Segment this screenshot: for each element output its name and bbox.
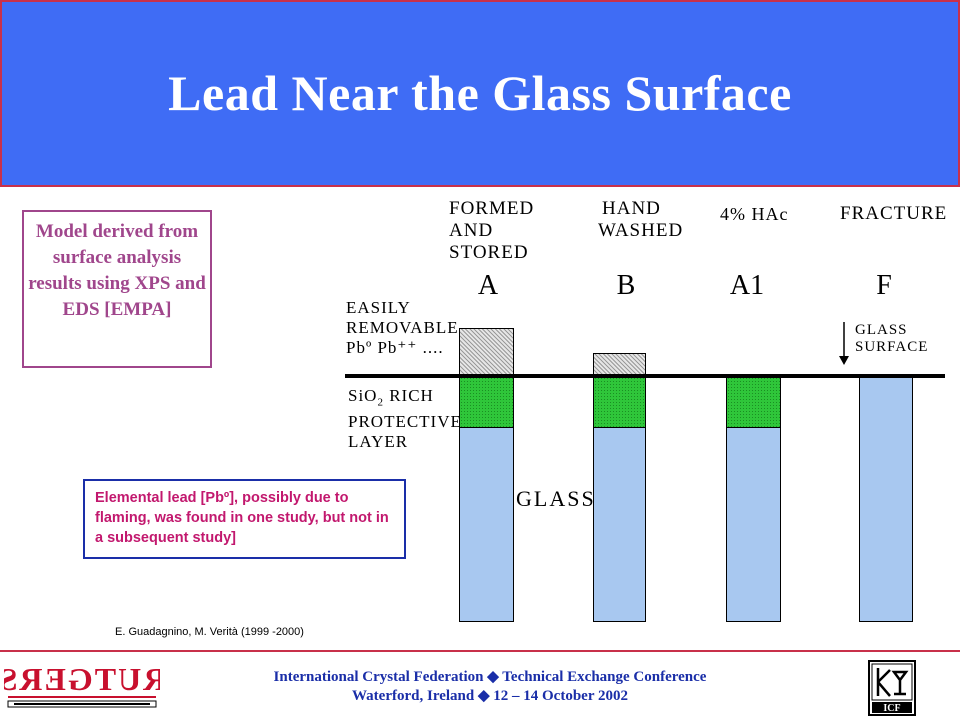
model-note-box: Model derived from surface analysis resu… (22, 210, 212, 368)
bar-b-protective-layer (593, 376, 646, 428)
bar-a-protective-layer (459, 376, 514, 428)
icf-logo: ICF (868, 660, 916, 716)
down-arrow-icon (838, 322, 850, 366)
title-banner (0, 0, 960, 187)
glass-surface-line (345, 374, 945, 378)
heading-fracture: FRACTURE (840, 203, 948, 224)
label-glass: GLASS (516, 486, 596, 511)
diamond-icon: ◆ (487, 669, 499, 685)
heading-hand-washed: HAND WASHED (598, 198, 684, 241)
bar-a1-glass (726, 427, 781, 622)
label-easily-removable: EASILY REMOVABLE Pbº Pb⁺⁺ .... (346, 298, 459, 357)
slide-title: Lead Near the Glass Surface (168, 65, 792, 121)
lead-note-box: Elemental lead [Pbº], possibly due to fl… (83, 479, 406, 559)
column-letter-a: A (477, 270, 499, 301)
footer-divider (0, 650, 960, 652)
bar-a-removable-layer (459, 328, 514, 376)
bar-a1-protective-layer (726, 376, 781, 428)
bar-a-glass (459, 427, 514, 622)
svg-text:ICF: ICF (883, 703, 900, 714)
heading-hac: 4% HAc (720, 204, 789, 224)
svg-text:RUTGERS: RUTGERS (4, 662, 160, 697)
column-letter-f: F (876, 270, 892, 301)
rutgers-logo: RUTGERS (0, 661, 166, 712)
heading-formed-stored: FORMED AND STORED (449, 198, 535, 263)
label-glass-surface: GLASS SURFACE (855, 322, 929, 355)
bar-b-removable-layer (593, 353, 646, 376)
bar-f-glass (859, 376, 913, 622)
diamond-icon: ◆ (477, 688, 490, 704)
column-letter-b: B (616, 270, 636, 301)
citation: E. Guadagnino, M. Verità (1999 -2000) (115, 626, 304, 638)
label-protective-layer: SiO2 RICH PROTECTIVE LAYER (348, 386, 462, 452)
column-letter-a1: A1 (729, 270, 765, 301)
footer-text: International Crystal Federation ◆ Techn… (273, 669, 707, 704)
bar-b-glass (593, 427, 646, 622)
